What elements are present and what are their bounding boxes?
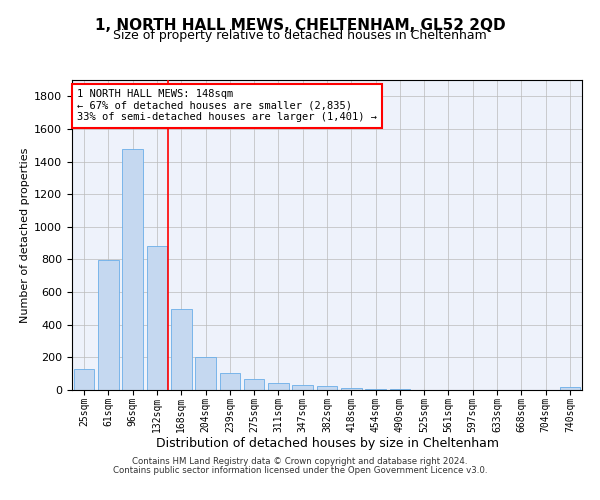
Bar — [195, 356, 216, 390]
Bar — [122, 148, 143, 390]
Bar — [317, 386, 337, 390]
Text: Size of property relative to detached houses in Cheltenham: Size of property relative to detached ho… — [113, 29, 487, 42]
Bar — [560, 386, 580, 390]
X-axis label: Distribution of detached houses by size in Cheltenham: Distribution of detached houses by size … — [155, 437, 499, 450]
Text: Contains HM Land Registry data © Crown copyright and database right 2024.: Contains HM Land Registry data © Crown c… — [132, 457, 468, 466]
Text: Contains public sector information licensed under the Open Government Licence v3: Contains public sector information licen… — [113, 466, 487, 475]
Bar — [220, 373, 240, 390]
Bar — [365, 388, 386, 390]
Bar — [74, 370, 94, 390]
Bar — [341, 388, 362, 390]
Bar — [171, 309, 191, 390]
Bar — [98, 260, 119, 390]
Text: 1, NORTH HALL MEWS, CHELTENHAM, GL52 2QD: 1, NORTH HALL MEWS, CHELTENHAM, GL52 2QD — [95, 18, 505, 32]
Bar — [389, 389, 410, 390]
Text: 1 NORTH HALL MEWS: 148sqm
← 67% of detached houses are smaller (2,835)
33% of se: 1 NORTH HALL MEWS: 148sqm ← 67% of detac… — [77, 90, 377, 122]
Bar — [292, 384, 313, 390]
Bar — [146, 246, 167, 390]
Y-axis label: Number of detached properties: Number of detached properties — [20, 148, 30, 322]
Bar — [244, 380, 265, 390]
Bar — [268, 382, 289, 390]
